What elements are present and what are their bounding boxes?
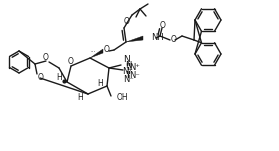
- Text: N⁺: N⁺: [129, 64, 140, 72]
- Text: ···: ···: [90, 50, 96, 55]
- Polygon shape: [90, 49, 103, 58]
- Text: O: O: [68, 56, 74, 66]
- Text: O: O: [160, 21, 166, 31]
- Text: O: O: [124, 16, 130, 26]
- Text: N: N: [124, 56, 130, 64]
- Text: O: O: [38, 72, 44, 82]
- Text: O: O: [43, 53, 49, 63]
- Text: H: H: [77, 93, 83, 101]
- Text: O: O: [104, 45, 110, 53]
- Polygon shape: [126, 36, 143, 42]
- Text: H: H: [56, 72, 62, 82]
- Text: H: H: [97, 79, 103, 88]
- Text: N⁻: N⁻: [123, 76, 133, 85]
- Text: N⁺: N⁺: [122, 67, 133, 77]
- Text: NH: NH: [151, 34, 164, 42]
- Text: O: O: [171, 34, 177, 43]
- Text: N⁻: N⁻: [129, 72, 140, 80]
- Text: OH: OH: [117, 93, 129, 103]
- Text: N: N: [125, 61, 131, 69]
